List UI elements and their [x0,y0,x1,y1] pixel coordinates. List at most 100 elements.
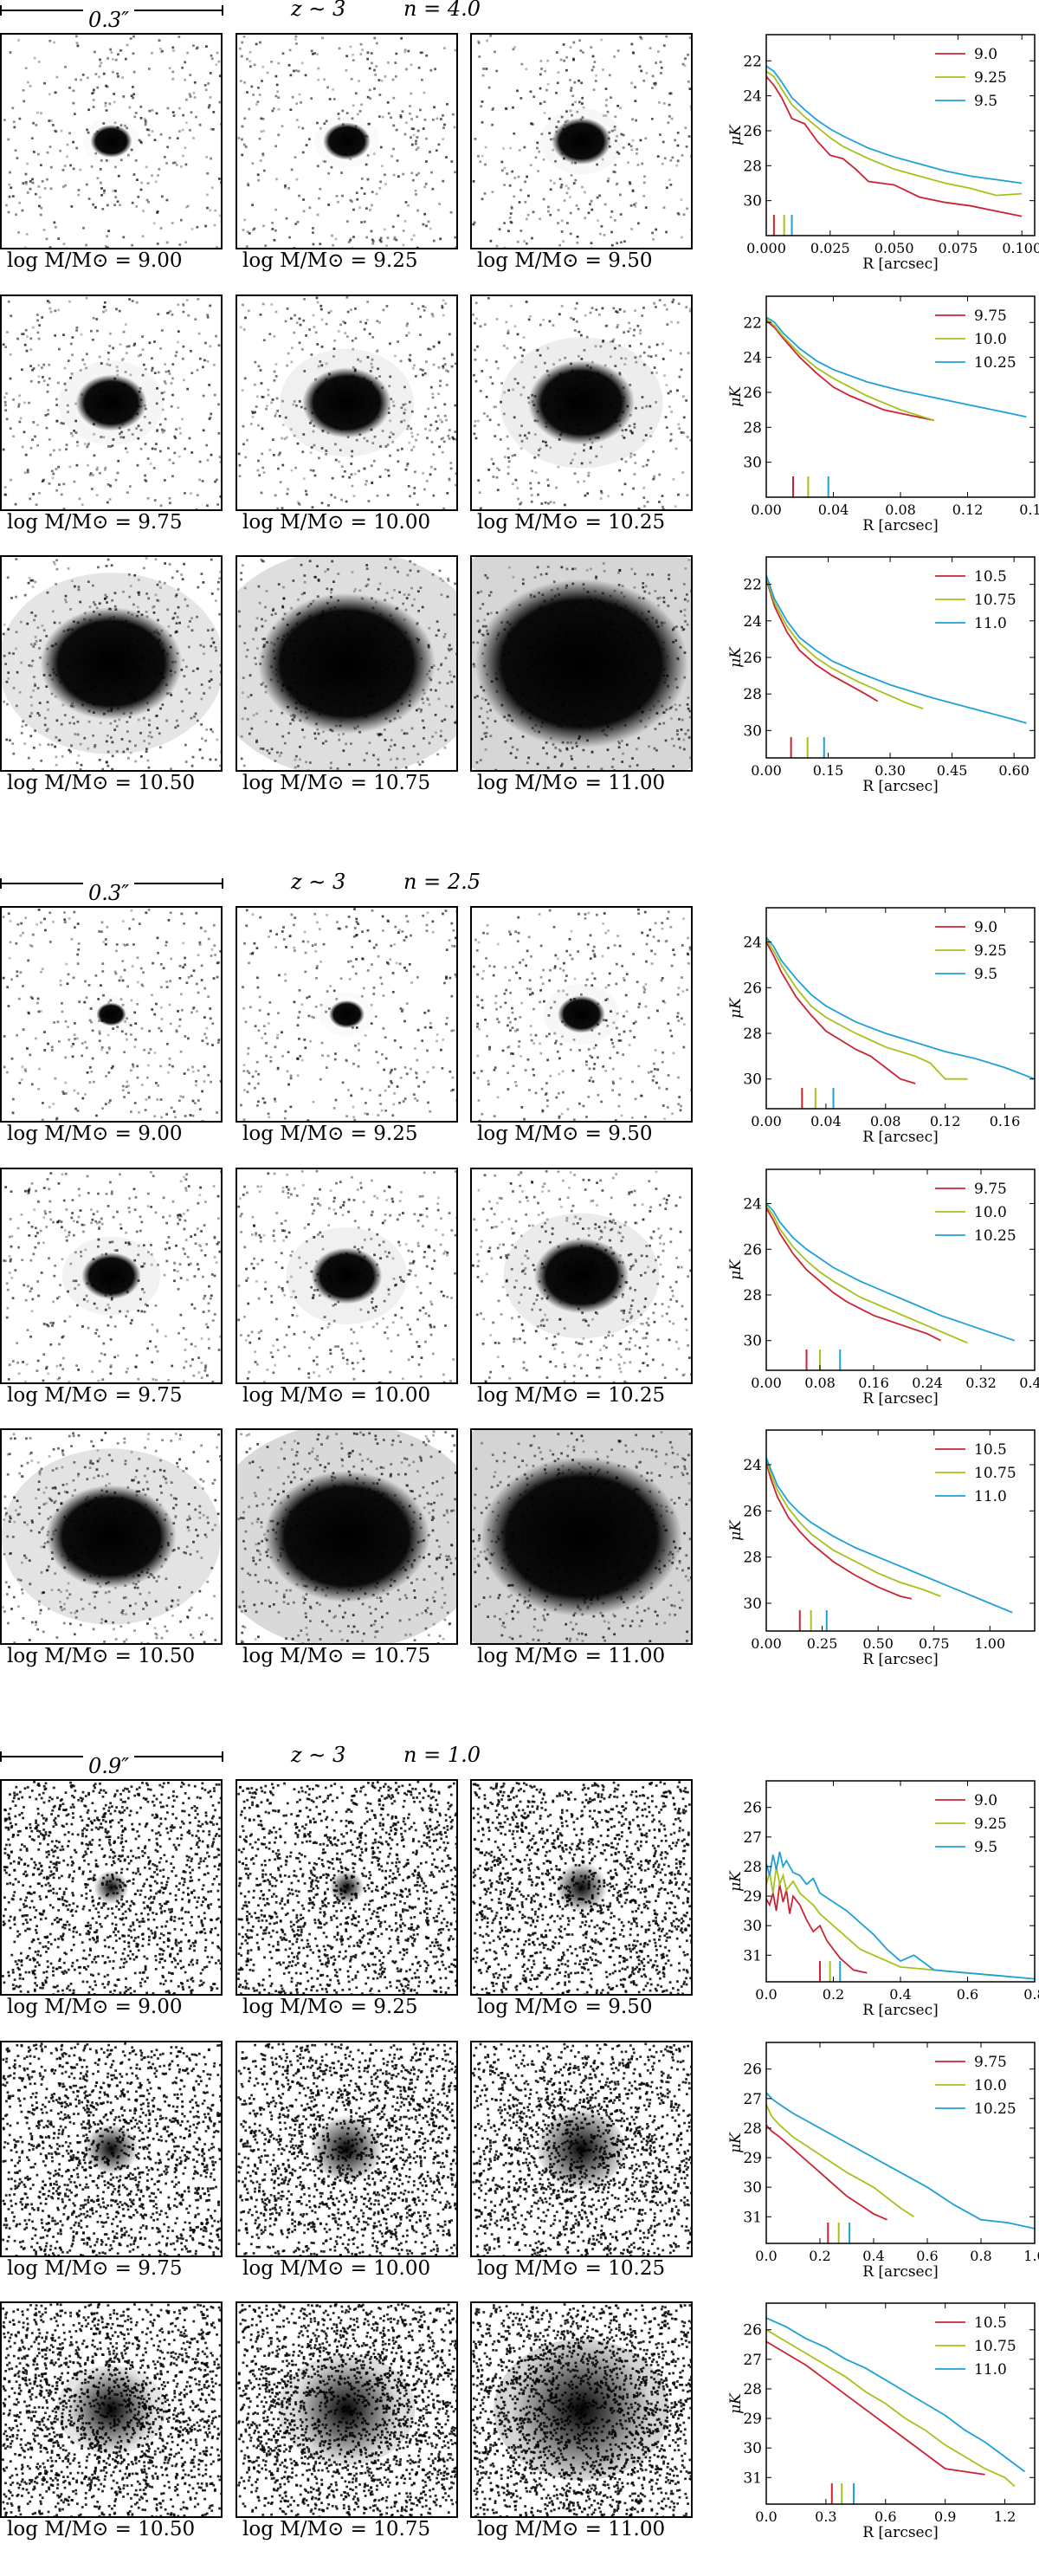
legend-label: 9.75 [974,2054,1007,2071]
redshift-label: z ∼ 3 [291,1743,345,1767]
plot-frame [765,34,1036,236]
legend-label: 10.0 [974,1204,1007,1221]
x-tick-label: 0.100 [1002,240,1039,256]
y-tick-label: 22 [743,53,762,70]
block-header: 0.3″ z ∼ 3 n = 4.0 [0,0,1039,32]
y-tick-label: 28 [743,158,762,175]
legend-label: 11.0 [974,1488,1007,1505]
mass-label: log M/M⊙ = 10.25 [477,1384,665,1407]
galaxy-panel [470,1428,693,1645]
y-tick-label: 22 [743,577,762,594]
galaxy-panel [0,294,223,511]
sersic-index-label: n = 1.0 [403,1743,481,1767]
series-line-10.0 [766,1205,968,1344]
legend-label: 9.5 [974,1839,997,1856]
galaxy-image [240,908,456,1121]
mass-label: log M/M⊙ = 10.50 [7,772,195,794]
galaxy-panel [236,2041,458,2257]
mass-label: log M/M⊙ = 9.75 [7,1384,182,1407]
y-tick-label: 30 [743,722,762,740]
galaxy-panel [0,2041,223,2257]
series-line-9.25 [766,939,968,1080]
galaxy-panel [236,2301,458,2518]
scale-label: 0.3″ [83,881,135,905]
galaxy-image [237,2042,456,2256]
profile-chart-container: 0.00 0.04 0.08 0.12 0.16 24 26 28 30 R [arcsec] μK… [727,899,1039,1150]
x-tick-label: 0.08 [804,1375,836,1391]
x-axis-label: R [arcsec] [862,256,939,273]
profile-chart-container: 0.00 0.15 0.30 0.45 0.60 22 24 26 28 30 R [arcsec]… [727,548,1039,799]
y-tick-label: 26 [743,385,762,402]
x-tick-label: 0.2 [809,2248,830,2264]
x-tick-label: 0.08 [885,502,916,518]
y-tick-label: 30 [743,1071,762,1089]
y-tick-label: 30 [743,455,762,472]
profile-chart: 0.0 0.2 0.4 0.6 0.8 26 27 28 29 30 31 R [arcsec] μK 9… [727,1780,1039,2019]
scale-bar: 0.9″ [0,1751,223,1778]
mass-label: log M/M⊙ = 9.00 [7,1996,182,2018]
y-tick-label: 29 [743,2411,762,2428]
legend-label: 9.75 [974,1181,1007,1198]
x-axis-label: R [arcsec] [862,517,939,534]
x-tick-label: 0.050 [874,240,914,256]
series-line-10.25 [766,2092,1035,2230]
y-tick-label: 26 [743,1503,762,1520]
y-tick-label: 28 [743,1287,762,1304]
mass-label: log M/M⊙ = 10.50 [7,1645,195,1667]
galaxy-panel [236,1168,458,1384]
series-line-9.5 [766,1851,1035,1980]
series-line-11.0 [766,1457,1013,1614]
x-tick-label: 0.30 [874,762,906,779]
x-tick-label: 0.8 [970,2248,991,2264]
scale-bar: 0.3″ [0,878,223,905]
mass-label: log M/M⊙ = 9.00 [7,249,182,272]
y-tick-label: 30 [743,2179,762,2197]
galaxy-panel [0,1779,223,1996]
galaxy-image [472,1169,691,1382]
galaxy-panel [470,33,693,249]
x-tick-label: 0.04 [818,502,849,518]
galaxy-image [472,2042,691,2256]
legend-label: 9.0 [974,46,997,63]
x-tick-label: 0.0 [755,1986,777,2003]
x-tick-label: 0.12 [952,502,984,518]
galaxy-image [2,2042,221,2256]
series-line-9.0 [766,75,1023,217]
y-tick-label: 26 [743,1800,762,1817]
series-line-10.75 [766,1460,941,1597]
y-tick-label: 26 [743,1241,762,1259]
profile-chart: 0.00 0.15 0.30 0.45 0.60 22 24 26 28 30 R [arcsec]… [727,556,1036,795]
y-tick-label: 24 [743,350,762,367]
mass-label: log M/M⊙ = 11.00 [477,1645,665,1667]
galaxy-image [237,296,456,509]
y-tick-label: 30 [743,193,762,210]
y-axis-label: μK [727,2392,745,2414]
x-axis-label: R [arcsec] [862,2524,939,2541]
block-header: 0.3″ z ∼ 3 n = 2.5 [0,870,1039,905]
y-axis-label: μK [727,385,745,407]
series-line-10.75 [766,576,924,709]
y-tick-label: 26 [743,2322,762,2340]
mass-label: log M/M⊙ = 10.75 [242,1645,430,1667]
x-tick-label: 0.00 [751,1375,782,1391]
series-line-10.25 [766,1202,1016,1342]
legend-label: 9.5 [974,93,997,110]
x-tick-label: 0.075 [939,240,978,256]
x-axis-label: R [arcsec] [862,1129,939,1146]
x-tick-label: 0.4 [889,1986,911,2003]
x-tick-label: 1.0 [1023,2248,1039,2264]
mass-label: log M/M⊙ = 10.25 [477,511,665,534]
legend-label: 10.75 [974,2338,1016,2355]
legend-label: 11.0 [974,2361,1007,2379]
galaxy-panel [470,906,693,1123]
x-axis-label: R [arcsec] [862,1390,939,1408]
series-line-10.0 [766,2104,914,2218]
y-tick-label: 28 [743,2120,762,2138]
galaxy-panel [236,1428,458,1645]
x-tick-label: 1.00 [975,1635,1006,1652]
legend-label: 10.0 [974,2077,1007,2094]
scale-label: 0.9″ [83,1754,135,1778]
legend-label: 10.25 [974,2100,1016,2118]
x-tick-label: 0.16 [990,1113,1021,1129]
x-axis-label: R [arcsec] [862,778,939,795]
